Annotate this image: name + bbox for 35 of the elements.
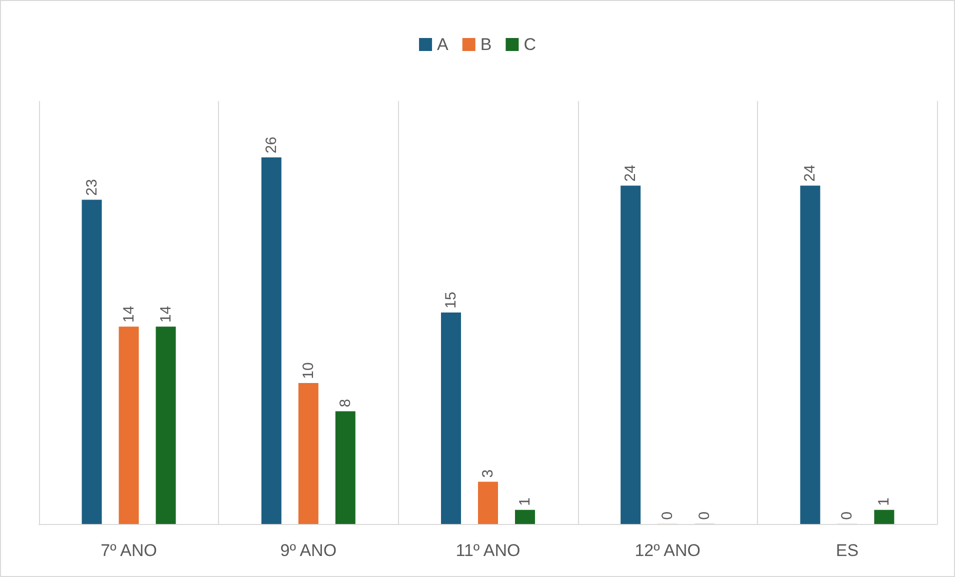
bar	[874, 510, 894, 524]
legend-label: A	[437, 35, 450, 54]
bar	[335, 411, 356, 524]
bar	[478, 482, 498, 524]
data-label: 26	[262, 136, 280, 154]
x-tick-label: ES	[836, 541, 859, 560]
bar	[800, 186, 820, 524]
legend-label: B	[480, 35, 492, 54]
data-label: 24	[622, 164, 640, 182]
legend-label: C	[524, 35, 536, 54]
data-label: 23	[83, 179, 100, 196]
data-label: 8	[336, 398, 354, 408]
x-tick-label: 7º ANO	[100, 541, 157, 560]
data-label: 1	[876, 498, 893, 506]
x-tick-label: 11º ANO	[456, 541, 520, 560]
data-label: 14	[157, 306, 174, 323]
x-tick-label: 9º ANO	[280, 541, 337, 560]
data-label: 15	[442, 292, 460, 308]
x-tick-label: 12º ANO	[634, 541, 700, 560]
data-label: 24	[802, 164, 819, 182]
data-label: 14	[120, 306, 138, 323]
data-label: 0	[659, 512, 676, 520]
bar	[441, 312, 461, 524]
data-label: 1	[516, 498, 534, 506]
data-label: 0	[838, 512, 856, 520]
data-label: 0	[696, 512, 714, 520]
bar	[261, 157, 282, 524]
data-label: 10	[300, 362, 317, 379]
data-label: 3	[480, 469, 496, 478]
bar	[515, 510, 535, 524]
bar	[156, 326, 176, 524]
bar	[620, 186, 641, 524]
bar	[82, 200, 102, 524]
bar	[298, 383, 318, 524]
bar	[118, 326, 139, 524]
